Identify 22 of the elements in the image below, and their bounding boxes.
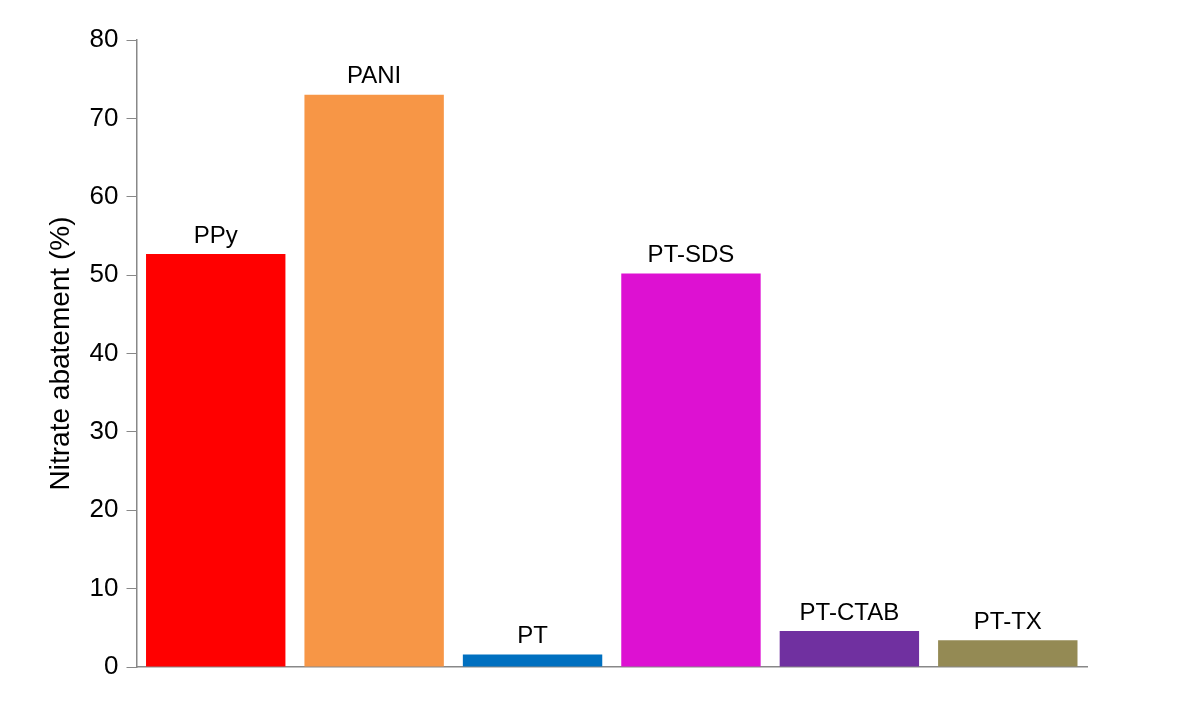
bar: [304, 94, 444, 667]
y-tick-label: 50: [89, 258, 119, 289]
y-tick-label: 10: [89, 571, 119, 602]
bar: [938, 640, 1078, 667]
x-tick-label: PT: [517, 621, 549, 649]
bar: [462, 654, 603, 667]
x-tick-label: PT-SDS: [647, 240, 735, 268]
y-tick-label: 30: [89, 415, 119, 446]
x-tick-label: PANI: [347, 61, 402, 89]
bar: [621, 273, 761, 667]
bar: [779, 630, 920, 667]
y-axis-title: Nitrate abatement (%): [43, 216, 75, 491]
x-tick-label: PT-TX: [973, 606, 1042, 634]
bar: [146, 253, 286, 667]
y-tick-label: 20: [89, 493, 119, 524]
y-tick-label: 40: [89, 336, 119, 367]
y-tick-label: 70: [89, 101, 119, 132]
y-tick-label: 80: [89, 23, 119, 54]
x-tick-label: PPy: [193, 220, 238, 248]
y-tick-label: 0: [104, 650, 119, 681]
y-tick-label: 60: [89, 179, 119, 210]
x-tick-label: PT-CTAB: [799, 597, 900, 625]
